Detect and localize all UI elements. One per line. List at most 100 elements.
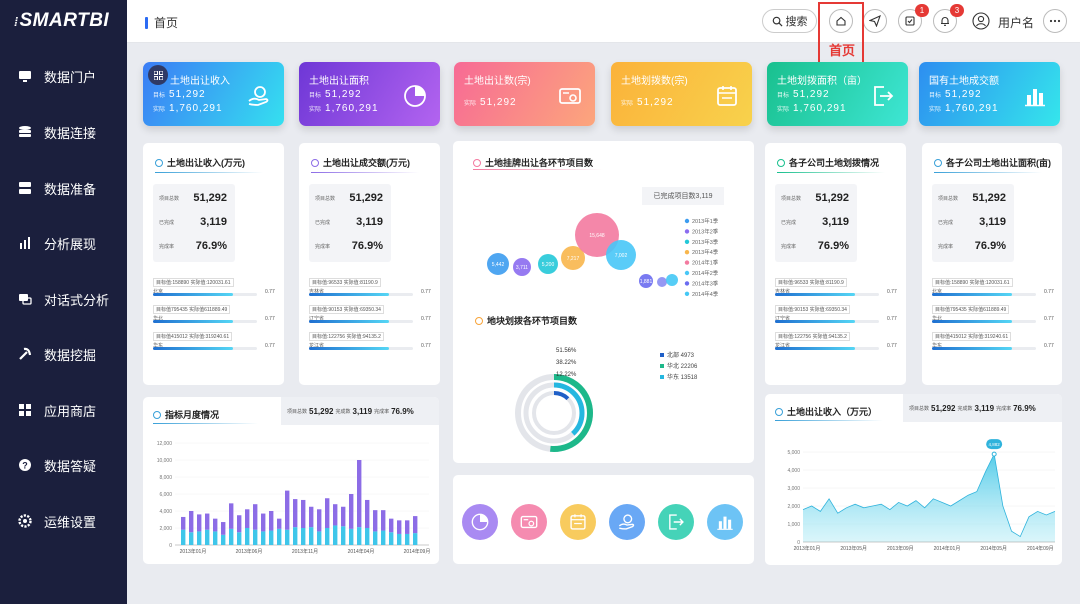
monthly-bar-base: [253, 529, 258, 545]
bubble-legend-label: 2013年2季: [692, 227, 719, 235]
sidebar-item-8[interactable]: 运维设置: [0, 503, 127, 539]
calendar-shortcut-button[interactable]: [560, 504, 596, 540]
monthly-ytick: 4,000: [159, 509, 172, 515]
kpi-card-1[interactable]: 土地出让面积 目标 51,292 实际 1,760,291: [299, 62, 440, 126]
income-ytick: 5,000: [787, 450, 800, 456]
progress-fill: [153, 293, 234, 296]
bubble-legend-label: 2014年3季: [692, 279, 719, 287]
export-shortcut-button[interactable]: [658, 504, 694, 540]
progress-tag: 目标值:96533 实际值:81190.9: [309, 278, 381, 287]
monthly-bar-base: [245, 528, 250, 545]
monthly-bar-top: [301, 499, 306, 528]
bubble-point: [575, 213, 619, 257]
progress-tag: 目标值415012 实际值:319240.61: [153, 332, 233, 341]
more-button[interactable]: [1043, 9, 1067, 33]
sidebar-item-label: 数据门户: [44, 69, 97, 85]
user-avatar[interactable]: [969, 9, 993, 33]
kpi-card-0[interactable]: 土地出让收入 目标 51,292 实际 1,760,291: [143, 62, 284, 126]
bubble-legend-label: 2014年4季: [692, 290, 719, 298]
more-icon: [1049, 19, 1061, 23]
progress-fill: [309, 293, 390, 296]
sidebar-item-7[interactable]: ? 数据答疑: [0, 447, 127, 483]
home-icon: [836, 16, 846, 26]
kpi-title: 土地出让收入: [170, 76, 230, 87]
task-check-icon: [905, 16, 915, 26]
donut-slice: [523, 382, 585, 444]
monthly-bar-top: [205, 513, 210, 530]
sidebar-item-5[interactable]: 数据挖掘: [0, 336, 127, 372]
progress-row: 目标值:122756 实际值:94135.2 龙江省 0.77: [309, 332, 443, 350]
progress-fill: [153, 320, 234, 323]
bubble-label: 5,442: [492, 262, 505, 268]
progress-row: 目标值415012 实际值:319240.61 华东 0.77: [932, 332, 1066, 350]
monthly-bar-base: [229, 528, 234, 545]
progress-region: 龙江省: [775, 343, 791, 349]
bubble-chart: 5,442 3,711 5,200 7,217 15,648 7,002 1,881 2013…: [487, 213, 719, 298]
home-button[interactable]: [829, 9, 853, 33]
income-xtick: 2014年01月: [934, 545, 961, 552]
notifications-button[interactable]: 3: [933, 4, 964, 33]
kpi-card-2[interactable]: 土地出让数(宗) 实际 51,292: [454, 62, 595, 126]
database-icon: [18, 125, 32, 139]
kpi-card-5[interactable]: 国有土地成交额 目标 51,292 实际 1,760,291: [919, 62, 1060, 126]
username[interactable]: 用户名: [998, 16, 1035, 30]
bubble-point: [538, 254, 558, 274]
bars-shortcut-button[interactable]: [707, 504, 743, 540]
sidebar-item-4[interactable]: 对话式分析: [0, 281, 127, 317]
monthly-bar-top: [189, 511, 194, 533]
monthly-bar-base: [205, 529, 210, 545]
monthly-bar-base: [181, 529, 186, 545]
monthly-bar-base: [197, 531, 202, 545]
kpi-target: 目标 51,292: [929, 89, 982, 100]
progress-fill: [153, 347, 234, 350]
bubble-point: [639, 274, 653, 288]
progress-tag: 目标值415012 实际值:319240.61: [932, 332, 1012, 341]
gear-icon: [18, 514, 32, 528]
monthly-bar-base: [333, 525, 338, 545]
kpi-title: 土地出让面积: [309, 76, 369, 87]
bubble-label: 15,648: [589, 233, 605, 239]
search-button[interactable]: 搜索: [762, 9, 817, 33]
monthly-bar-top: [277, 518, 282, 529]
kpi-card-3[interactable]: 土地划拨数(宗) 实际 51,292: [611, 62, 752, 126]
sidebar-item-label: 数据连接: [44, 125, 97, 141]
home-tooltip: 首页: [829, 43, 856, 58]
monthly-xtick: 2014年04月: [348, 548, 375, 555]
bars-icon: [1022, 83, 1050, 109]
progress-value: 0.77: [1044, 343, 1054, 349]
monthly-ytick: 12,000: [157, 441, 173, 447]
sidebar-item-0[interactable]: 数据门户: [0, 58, 127, 94]
monthly-ytick: 10,000: [157, 458, 173, 464]
progress-tag: 目标值795435 实际值611889.49: [932, 305, 1010, 314]
kpi-card-4[interactable]: 土地划拨面积（亩） 目标 51,292 实际 1,760,291: [767, 62, 908, 126]
ticket-shortcut-button[interactable]: [511, 504, 547, 540]
hand-coin-icon: [617, 512, 637, 532]
server-icon: [18, 181, 32, 195]
bubble-point: [666, 274, 678, 286]
sidebar-item-1[interactable]: 数据连接: [0, 114, 127, 150]
bubble-label: 3,711: [516, 265, 528, 271]
bubble-legend-marker: [684, 239, 690, 244]
hand-coin-shortcut-button[interactable]: [609, 504, 645, 540]
icon-shortcuts-panel: [453, 475, 754, 564]
donut-legend-label: 华北 22206: [667, 362, 698, 370]
breadcrumb-home[interactable]: 首页: [154, 16, 179, 30]
sidebar-item-6[interactable]: 应用商店: [0, 392, 127, 428]
smartbi-logo[interactable]: ⁞SMARTBI: [14, 10, 110, 31]
tasks-button[interactable]: 1: [898, 4, 929, 33]
progress-row: 目标值795435 实际值611889.49 华北 0.77: [153, 305, 287, 323]
pie-icon: [402, 83, 430, 109]
monthly-ytick: 0: [169, 543, 172, 549]
send-button[interactable]: [863, 9, 887, 33]
sidebar-item-3[interactable]: 分析展现: [0, 225, 127, 261]
sidebar-item-2[interactable]: 数据准备: [0, 170, 127, 206]
pie-shortcut-button[interactable]: [462, 504, 498, 540]
income-panel: 土地出让收入（万元） 项目总数 51,292 完成数 3,119 完成率 76.9% …: [765, 394, 1062, 565]
progress-region: 辽宁省: [775, 316, 791, 322]
grid-menu-icon[interactable]: [148, 65, 168, 85]
sidebar: ⁞SMARTBI 数据门户数据连接数据准备分析展现对话式分析数据挖掘应用商店 ? 数…: [0, 0, 127, 604]
progress-value: 0.77: [421, 289, 431, 295]
progress-row: 目标值:96533 实际值:81190.9 吉林省 0.77: [309, 278, 443, 296]
monthly-bar-top: [285, 490, 290, 530]
bubble-legend-marker: [684, 218, 690, 224]
